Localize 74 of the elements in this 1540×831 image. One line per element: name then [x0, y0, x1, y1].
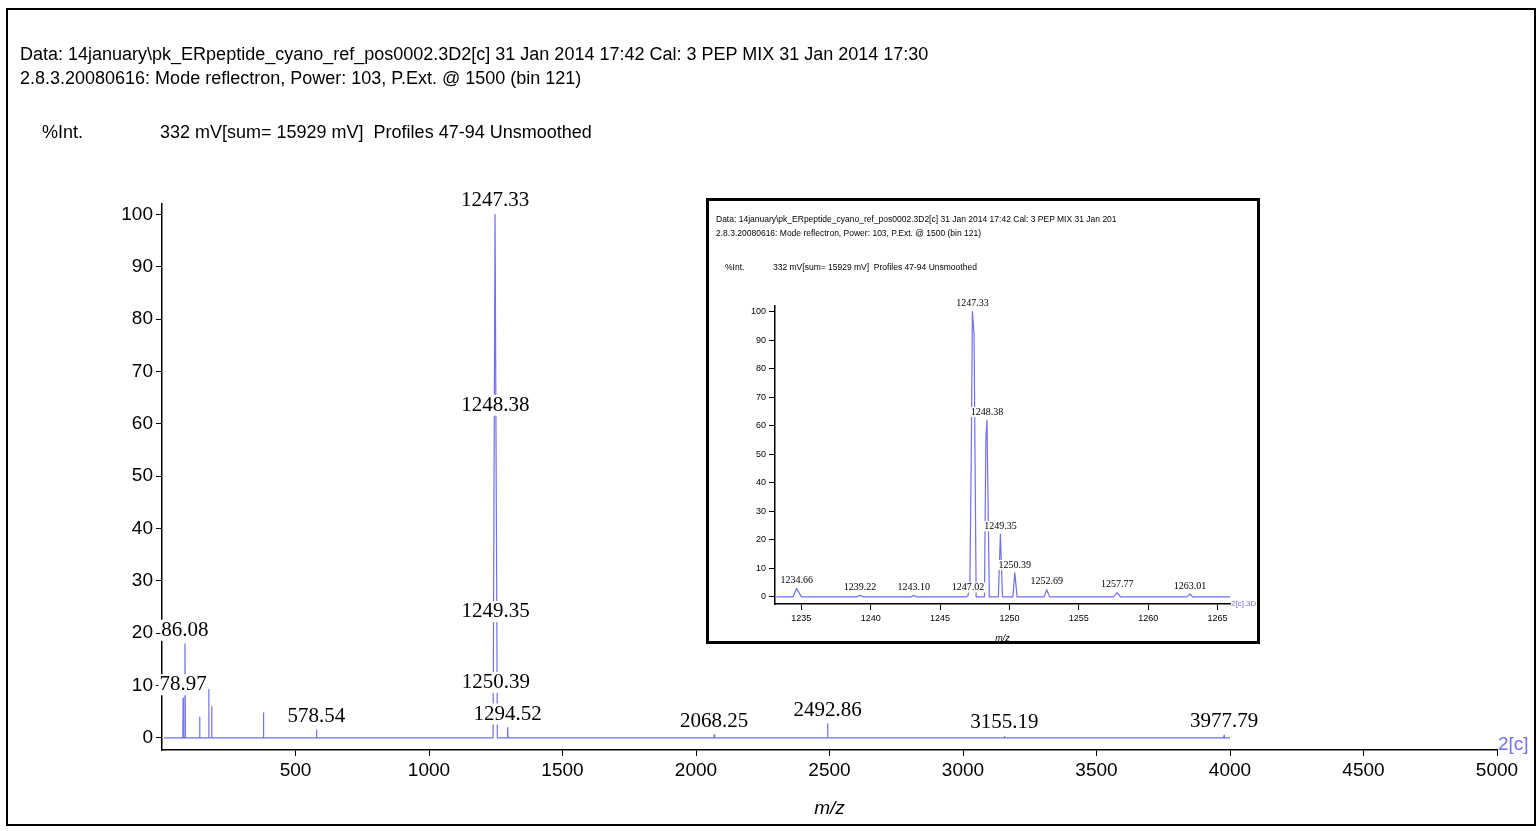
annotation: 1247.33: [956, 297, 989, 309]
y-tick-label: 0: [760, 591, 766, 602]
x-tick-label: 4000: [1208, 758, 1252, 780]
text: 2[c]: [1498, 732, 1529, 754]
y-tick-label: 100: [750, 306, 766, 317]
y-tick-label: 30: [131, 569, 153, 591]
y-tick-label: 40: [755, 477, 766, 488]
x-tick-label: 2500: [808, 758, 851, 780]
annotation: 1263.01: [1173, 579, 1207, 591]
annotation: 2492.86: [793, 696, 862, 721]
y-tick-label: 0: [142, 726, 153, 748]
y-tick-label: 80: [131, 307, 153, 329]
annotation: 1248.38: [970, 405, 1004, 417]
annotation: 2068.25: [680, 707, 749, 732]
annotation: 1294.52: [473, 700, 542, 725]
x-tick-label: 5000: [1475, 758, 1519, 780]
x-tick-label: 3000: [941, 758, 985, 780]
y-tick-label: 60: [755, 420, 766, 431]
annotation: 2[c].3D: [1231, 599, 1257, 609]
annotation: 1249.35: [984, 519, 1017, 531]
y-tick-label: 90: [755, 334, 766, 345]
y-tick-label: 40: [131, 516, 153, 538]
chart-title: Data: 14january\pk_ERpeptide_cyano_ref_pos0002.3D2[c] 31 Jan 2014 17:42 Cal: 3 PEP MIX 31 Jan 201: [716, 214, 1117, 224]
annotation: 86.08: [161, 616, 209, 641]
annotation: 3155.19: [970, 709, 1039, 734]
x-tick-label: 1235: [791, 612, 812, 623]
y-axis-title: %Int.: [42, 122, 84, 143]
annotation: 578.54: [287, 703, 346, 728]
annotation: 1247.02: [951, 581, 985, 593]
x-tick-label: 1240: [860, 612, 881, 623]
x-tick-label: 1500: [541, 758, 584, 780]
annotation: 78.97: [159, 671, 207, 696]
y-tick-label: 70: [755, 391, 766, 402]
x-axis-title: m/z: [995, 633, 1011, 644]
y-tick-label: 90: [131, 255, 153, 277]
y-tick-label: 100: [121, 202, 153, 224]
chart-subtitle: 2.8.3.20080616: Mode reflectron, Power: 103, P.Ext. @ 1500 (bin 121): [716, 227, 982, 238]
x-axis-title: m/z: [814, 796, 846, 818]
annotation: 1243.10: [897, 581, 930, 593]
y-tick-label: 10: [131, 673, 153, 695]
x-tick-label: 2000: [674, 758, 718, 780]
y-tick-label: 30: [755, 505, 766, 516]
y-tick-label: 50: [131, 464, 153, 486]
annotation: 1248.38: [461, 391, 530, 416]
annotation: 1252.69: [1030, 575, 1063, 587]
annotation: 1234.66: [780, 573, 813, 585]
x-tick-label: 500: [279, 758, 312, 780]
x-tick-label: 1250: [999, 612, 1020, 623]
x-tick-label: 1260: [1138, 612, 1159, 623]
text: 332 mV[sum= 15929 mV] Profiles 47-94 Unsmoothed: [160, 122, 592, 143]
y-tick-label: 80: [755, 363, 766, 374]
annotation: 1257.77: [1100, 578, 1134, 590]
x-tick-label: 3500: [1075, 758, 1118, 780]
x-tick-label: 1245: [930, 612, 951, 623]
x-tick-label: 1000: [407, 758, 451, 780]
chart-subtitle: 2.8.3.20080616: Mode reflectron, Power: 103, P.Ext. @ 1500 (bin 121): [20, 68, 582, 89]
chart-title: Data: 14january\pk_ERpeptide_cyano_ref_pos0002.3D2[c] 31 Jan 2014 17:42 Cal: 3 PEP MIX 31 Jan 2014 17:30: [20, 44, 929, 65]
x-tick-label: 4500: [1342, 758, 1385, 780]
annotation: 1250.39: [998, 558, 1032, 570]
y-tick-label: 60: [131, 412, 153, 434]
y-tick-label: 50: [755, 448, 766, 459]
annotation: 1247.33: [460, 187, 530, 212]
annotation: 1249.35: [461, 597, 530, 622]
annotation: 332 mV[sum= 15929 mV] Profiles 47-94 Unsmoothed: [773, 262, 977, 272]
x-tick-label: 1255: [1068, 612, 1089, 623]
annotation: 1250.39: [461, 669, 530, 694]
annotation: 1239.22: [843, 581, 877, 593]
annotation: 3977.79: [1189, 708, 1259, 733]
y-tick-label: 20: [755, 534, 766, 545]
y-axis-title: %Int.: [725, 262, 745, 272]
x-tick-label: 1265: [1207, 612, 1228, 623]
y-tick-label: 70: [131, 359, 153, 381]
y-tick-label: 10: [755, 562, 766, 573]
y-tick-label: 20: [131, 621, 153, 643]
